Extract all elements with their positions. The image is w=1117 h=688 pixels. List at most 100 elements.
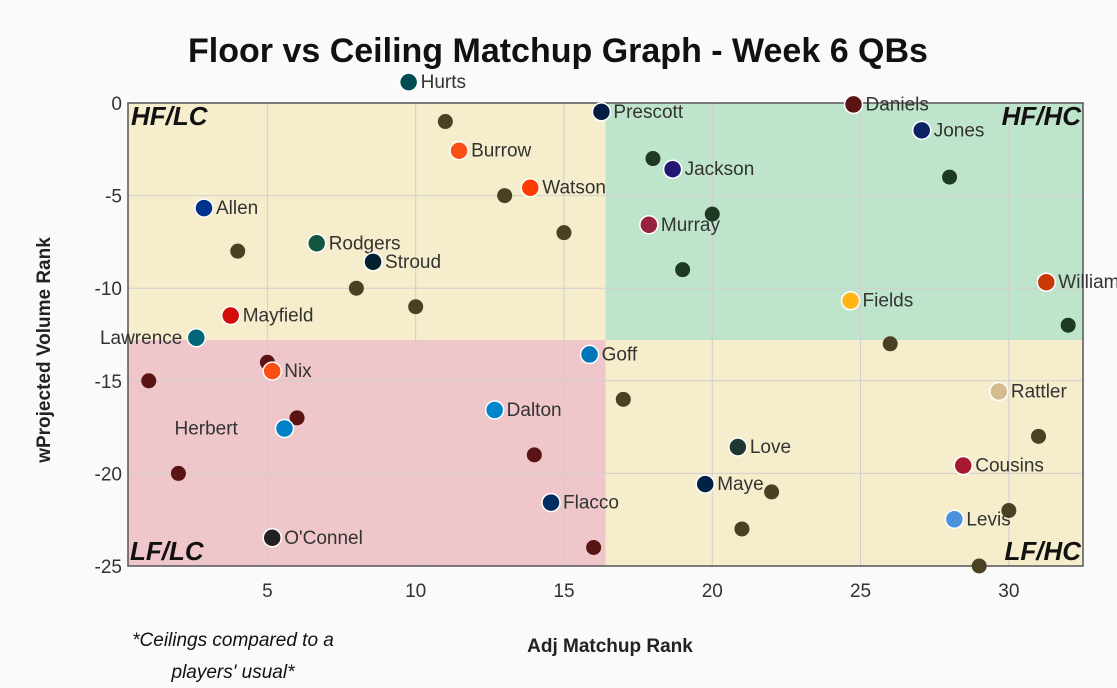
point-label-fields: Fields bbox=[863, 291, 914, 312]
data-point-goff bbox=[615, 391, 631, 407]
team-logo-lv-icon bbox=[262, 528, 282, 548]
point-label-stroud: Stroud bbox=[385, 252, 441, 273]
team-logo-was-icon bbox=[843, 94, 864, 115]
point-label-goff: Goff bbox=[602, 344, 638, 365]
team-logo-cin-icon bbox=[449, 140, 469, 161]
y-axis-label: wProjected Volume Rank bbox=[34, 237, 55, 464]
point-label-levis: Levis bbox=[966, 509, 1010, 530]
point-label-dalton: Dalton bbox=[507, 400, 562, 421]
point-label-daniels: Daniels bbox=[866, 94, 929, 115]
team-logo-ari-icon bbox=[639, 215, 659, 235]
data-point-nix bbox=[289, 410, 305, 426]
team-logo-jax-icon bbox=[186, 328, 207, 348]
quadrant-label-bottom-right: LF/HC bbox=[1004, 536, 1082, 566]
data-point-watson bbox=[556, 225, 572, 241]
point-label-nix: Nix bbox=[284, 361, 312, 382]
data-point-prescott bbox=[645, 151, 661, 167]
team-logo-hou-icon bbox=[363, 252, 383, 272]
data-point-flacco bbox=[586, 539, 602, 555]
data-point-jones bbox=[942, 169, 958, 185]
team-logo-chi-icon bbox=[1036, 272, 1057, 292]
data-point-williams bbox=[1060, 317, 1076, 333]
point-label-jackson: Jackson bbox=[685, 159, 755, 180]
data-point-lawrence bbox=[141, 373, 157, 389]
footnote-line-2: players' usual* bbox=[171, 662, 296, 683]
data-point-maye bbox=[734, 521, 750, 537]
point-label-lawrence: Lawrence bbox=[100, 328, 182, 349]
y-tick-label: -20 bbox=[95, 464, 122, 485]
team-logo-det-icon bbox=[579, 344, 600, 365]
y-tick-label: -25 bbox=[95, 557, 122, 578]
team-logo-bal-icon bbox=[662, 159, 683, 179]
y-tick-label: -15 bbox=[95, 372, 122, 393]
point-label-hurts: Hurts bbox=[421, 72, 466, 93]
data-point-dalton bbox=[526, 447, 542, 463]
label-layer: 5 10 15 20 25 30 0 -5 -10 -15 -20 -25 Hurts Prescott J… bbox=[95, 72, 1117, 602]
data-point-hurts bbox=[437, 114, 453, 130]
point-label-allen: Allen bbox=[216, 198, 258, 219]
point-label-mayfield: Mayfield bbox=[243, 306, 314, 327]
data-point-rodgers bbox=[348, 280, 364, 296]
data-point-allen bbox=[230, 243, 246, 259]
team-logo-gb-icon bbox=[728, 437, 748, 457]
point-label-prescott: Prescott bbox=[613, 102, 683, 123]
chart-title: Floor vs Ceiling Matchup Graph - Week 6 … bbox=[188, 32, 928, 70]
point-label-williams: Williams bbox=[1058, 272, 1117, 293]
quadrant-bottom-left bbox=[128, 340, 606, 566]
x-tick-label: 15 bbox=[553, 581, 574, 602]
point-label-burrow: Burrow bbox=[471, 141, 531, 162]
point-label-herbert: Herbert bbox=[174, 419, 238, 440]
plot-area bbox=[127, 102, 1084, 574]
team-logo-phi-icon bbox=[398, 72, 419, 92]
point-label-cousins: Cousins bbox=[975, 456, 1044, 477]
team-logo-nyg-icon bbox=[911, 120, 932, 141]
point-label-flacco: Flacco bbox=[563, 493, 619, 514]
quadrant-label-top-left: HF/LC bbox=[131, 101, 209, 131]
y-tick-label: 0 bbox=[111, 94, 122, 115]
data-point-herbert bbox=[170, 465, 186, 481]
quadrant-top-left bbox=[128, 103, 606, 341]
y-tick-label: -10 bbox=[95, 279, 122, 300]
data-point-levis bbox=[971, 558, 987, 574]
team-logo-nyj-icon bbox=[306, 233, 327, 254]
team-logo-no-icon bbox=[989, 381, 1009, 402]
point-label-rodgers: Rodgers bbox=[329, 233, 401, 254]
point-label-watson: Watson bbox=[542, 178, 606, 199]
point-label-jones: Jones bbox=[934, 120, 985, 141]
point-label-rattler: Rattler bbox=[1011, 381, 1068, 402]
point-label-oconnel: O'Connel bbox=[284, 528, 363, 549]
data-point-rattler bbox=[1031, 428, 1047, 444]
data-point-fields bbox=[882, 336, 898, 352]
data-point-cousins bbox=[1001, 502, 1017, 518]
data-point-burrow bbox=[497, 188, 513, 204]
quadrant-label-bottom-left: LF/LC bbox=[130, 536, 205, 566]
team-logo-pit-icon bbox=[840, 290, 861, 311]
team-logo-ne-icon bbox=[695, 474, 715, 494]
point-label-maye: Maye bbox=[717, 474, 763, 495]
point-label-love: Love bbox=[750, 437, 791, 458]
x-axis-label: Adj Matchup Rank bbox=[527, 636, 693, 657]
y-tick-label: -5 bbox=[105, 187, 122, 208]
x-tick-label: 5 bbox=[262, 581, 273, 602]
x-tick-label: 10 bbox=[405, 581, 426, 602]
x-tick-label: 25 bbox=[850, 581, 871, 602]
team-logo-lac-icon bbox=[274, 418, 295, 439]
quadrant-bottom-right bbox=[605, 340, 1083, 566]
x-tick-label: 30 bbox=[998, 581, 1019, 602]
data-point-stroud bbox=[408, 299, 424, 315]
team-logo-tb-icon bbox=[220, 305, 241, 326]
team-logo-car-icon bbox=[484, 400, 505, 420]
team-logo-cle-icon bbox=[520, 177, 541, 198]
point-label-murray: Murray bbox=[661, 215, 721, 236]
team-logo-den-icon bbox=[262, 361, 282, 381]
data-point-jackson bbox=[704, 206, 720, 222]
data-point-love bbox=[764, 484, 780, 500]
team-logo-atl-icon bbox=[953, 455, 974, 476]
quadrant-label-top-right: HF/HC bbox=[1002, 101, 1083, 131]
x-tick-label: 20 bbox=[702, 581, 723, 602]
data-point-murray bbox=[675, 262, 691, 278]
footnote-line-1: *Ceilings compared to a bbox=[132, 630, 334, 651]
team-logo-dal-icon bbox=[591, 102, 612, 122]
team-logo-buf-icon bbox=[194, 198, 214, 218]
